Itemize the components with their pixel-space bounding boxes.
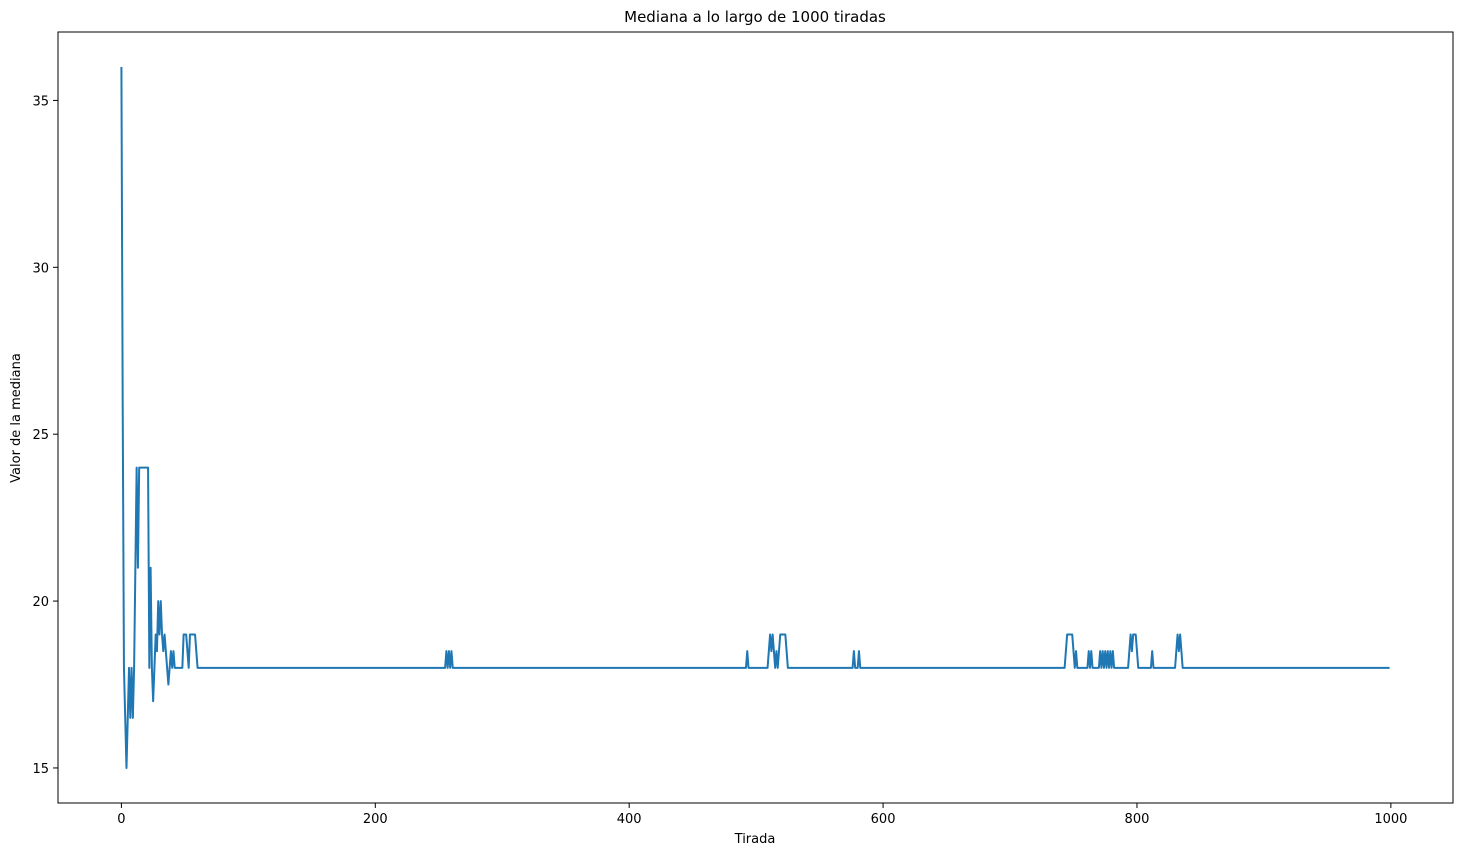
- x-tick-label: 0: [117, 812, 125, 827]
- y-tick-label: 20: [32, 595, 49, 610]
- y-tick-label: 35: [32, 94, 49, 109]
- plot-frame: [57, 31, 1454, 804]
- data-line: [120, 67, 1390, 769]
- y-tick-label: 15: [32, 762, 49, 777]
- x-axis-label: Tirada: [734, 832, 776, 847]
- y-tick-label: 25: [32, 428, 49, 443]
- y-tick-label: 30: [32, 261, 49, 276]
- x-tick-label: 400: [617, 812, 642, 827]
- x-tick-label: 200: [363, 812, 388, 827]
- y-axis-label: Valor de la mediana: [9, 353, 24, 483]
- chart-title: Mediana a lo largo de 1000 tiradas: [624, 8, 886, 26]
- x-tick-label: 800: [1125, 812, 1150, 827]
- x-tick-label: 1000: [1374, 812, 1407, 827]
- x-tick-label: 600: [871, 812, 896, 827]
